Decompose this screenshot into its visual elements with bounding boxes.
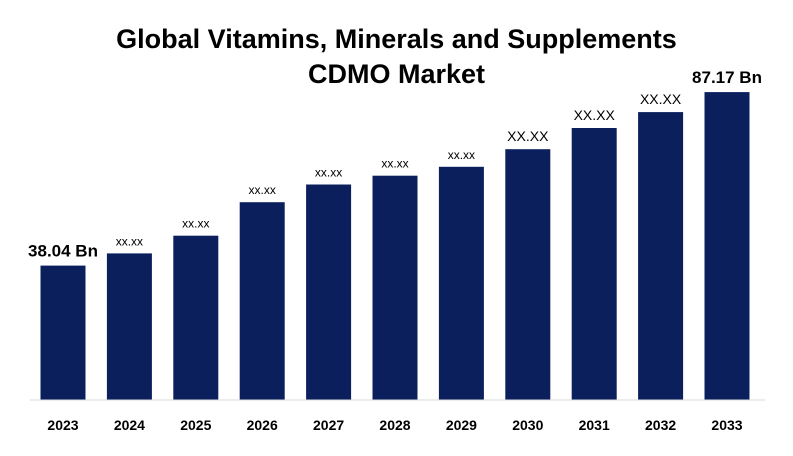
data-label-2031: XX.XX <box>574 107 616 123</box>
data-label-2027: xx.xx <box>315 166 342 180</box>
data-labels-layer: 38.04 Bn xx.xx xx.xx xx.xx xx.xx xx.xx xx.xx XX… <box>28 68 762 261</box>
x-tick-label-2024: 2024 <box>114 417 145 433</box>
bars-layer <box>40 92 750 400</box>
bar-2023 <box>40 265 86 400</box>
bar-2032 <box>638 112 684 400</box>
x-tick-label-2028: 2028 <box>379 417 410 433</box>
bar-2029 <box>438 166 484 400</box>
bar-2031 <box>571 128 617 400</box>
data-label-2032: XX.XX <box>640 91 682 107</box>
chart-title: Global Vitamins, Minerals and Supplement… <box>0 22 793 92</box>
x-tick-labels-layer: 2023 2024 2025 2026 2027 2028 2029 2030 2031 2032… <box>47 417 742 433</box>
bar-2030 <box>505 149 551 400</box>
data-label-2028: xx.xx <box>381 157 408 171</box>
x-tick-label-2032: 2032 <box>645 417 676 433</box>
x-tick-label-2031: 2031 <box>579 417 610 433</box>
chart-title-line-1: Global Vitamins, Minerals and Supplement… <box>116 24 677 54</box>
x-tick-label-2033: 2033 <box>711 417 742 433</box>
bar-2028 <box>372 175 418 400</box>
data-label-2023: 38.04 Bn <box>28 242 98 261</box>
x-tick-label-2030: 2030 <box>512 417 543 433</box>
x-tick-label-2025: 2025 <box>180 417 211 433</box>
bar-2027 <box>306 184 352 400</box>
bar-2033 <box>704 92 750 400</box>
data-label-2029: xx.xx <box>448 148 475 162</box>
data-label-2033: 87.17 Bn <box>692 68 762 87</box>
bar-2025 <box>173 235 219 400</box>
x-tick-label-2026: 2026 <box>247 417 278 433</box>
bar-2024 <box>106 253 152 400</box>
data-label-2026: xx.xx <box>249 183 276 197</box>
x-tick-label-2023: 2023 <box>47 417 78 433</box>
chart-title-line-2: CDMO Market <box>307 59 486 89</box>
x-tick-label-2029: 2029 <box>446 417 477 433</box>
data-label-2024: xx.xx <box>116 234 143 248</box>
bar-2026 <box>239 202 285 400</box>
data-label-2030: XX.XX <box>507 128 549 144</box>
data-label-2025: xx.xx <box>182 217 209 231</box>
x-tick-label-2027: 2027 <box>313 417 344 433</box>
